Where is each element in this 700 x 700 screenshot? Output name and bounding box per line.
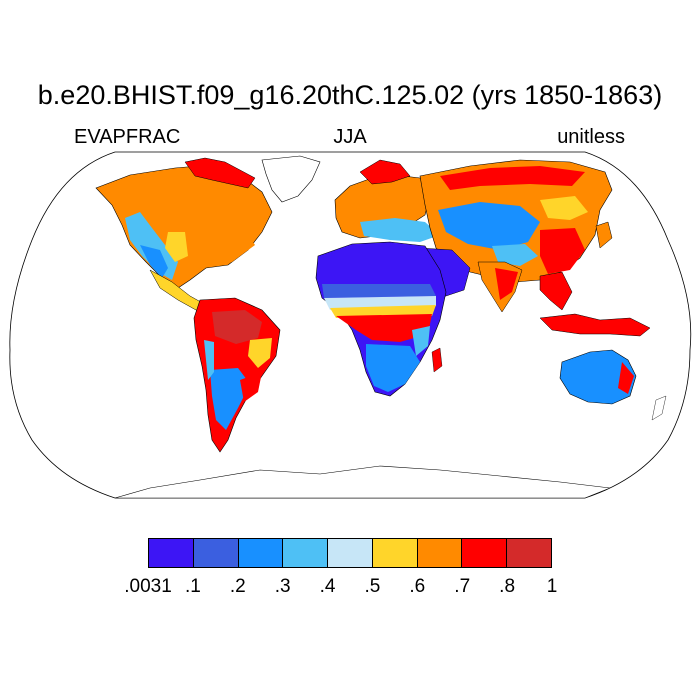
colorbar-swatch [417, 539, 463, 567]
plot-title: b.e20.BHIST.f09_g16.20thC.125.02 (yrs 18… [37, 80, 663, 110]
china-east-red [540, 228, 585, 274]
units-label: unitless [557, 126, 625, 148]
india-red [495, 268, 518, 300]
colorbar-tick-label: .7 [454, 576, 471, 597]
mediterranean-cool [360, 218, 440, 242]
colorbar-swatch [328, 539, 373, 567]
mongolia-yellow [540, 196, 588, 220]
central-africa-red [336, 314, 432, 342]
southern-africa-cool [366, 344, 420, 392]
indonesia [539, 313, 651, 337]
central-asia-cool [438, 202, 540, 250]
australia-east-red [618, 362, 634, 394]
variable-label: EVAPFRAC [74, 126, 181, 148]
tibet-cool [492, 244, 538, 266]
new-zealand [651, 395, 667, 421]
na-great-plains [165, 232, 188, 262]
colorbar-tick-label: .1 [184, 576, 201, 597]
japan [595, 221, 613, 249]
colorbar [148, 538, 552, 568]
greenland [261, 155, 321, 203]
land-field [95, 155, 667, 499]
colorbar-tick-label: .8 [499, 576, 516, 597]
sa-southeast-red [240, 372, 262, 402]
siberia-red [440, 166, 585, 190]
na-southwest [140, 245, 168, 278]
sa-east-yellow [248, 338, 272, 368]
australia [559, 349, 637, 405]
na-east-warm [180, 222, 255, 266]
sahara-blue [322, 284, 436, 298]
sa-andes [204, 340, 214, 380]
sa-amazon [212, 310, 262, 344]
sa-south-cool [210, 368, 250, 430]
colorbar-swatch [149, 539, 194, 567]
colorbar-tick-labels: .0031 .1 .2 .3 .4 .5 .6 .7 .8 1 [0, 576, 700, 600]
antarctica [114, 465, 611, 499]
colorbar-swatch [193, 539, 239, 567]
colorbar-tick-label: .6 [409, 576, 426, 597]
southeast-asia [539, 271, 573, 311]
colorbar-swatch [283, 539, 329, 567]
colorbar-swatch [462, 539, 508, 567]
colorbar-tick-label: .0031 [124, 576, 172, 597]
colorbar-tick-label: .4 [319, 576, 336, 597]
colorbar-tick-label: .3 [274, 576, 291, 597]
colorbar-tick-label: 1 [546, 576, 558, 597]
madagascar [431, 347, 443, 373]
east-africa-cool [412, 326, 430, 356]
colorbar-swatch [372, 539, 418, 567]
scandinavia [359, 159, 411, 185]
colorbar-swatch [238, 539, 284, 567]
colorbar-tick-label: .5 [364, 576, 381, 597]
arctic-islands [184, 157, 256, 189]
colorbar-tick-label: .2 [229, 576, 246, 597]
season-label: JJA [333, 126, 367, 148]
colorbar-swatch [507, 539, 552, 567]
